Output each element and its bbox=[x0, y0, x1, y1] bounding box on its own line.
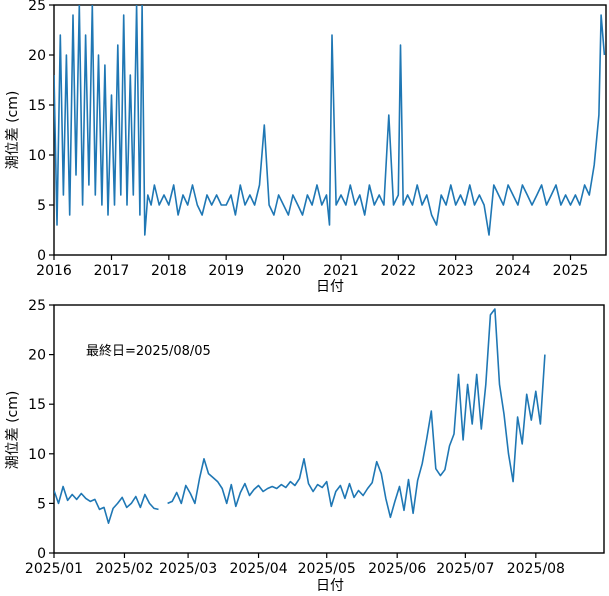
x-tick-label: 2023 bbox=[438, 263, 474, 279]
series-line bbox=[54, 485, 159, 524]
y-tick-label: 5 bbox=[37, 198, 46, 214]
y-tick-label: 15 bbox=[28, 397, 46, 413]
x-tick-label: 2025/02 bbox=[95, 561, 153, 577]
x-tick-label: 2025/01 bbox=[25, 561, 83, 577]
x-tick-label: 2025/07 bbox=[436, 561, 494, 577]
x-tick-label: 2025/06 bbox=[368, 561, 426, 577]
x-tick-label: 2020 bbox=[266, 263, 302, 279]
bottom-y-axis: 0 5 10 15 20 25 bbox=[28, 298, 54, 562]
y-tick-label: 5 bbox=[37, 496, 46, 512]
x-tick-label: 2019 bbox=[208, 263, 244, 279]
x-tick-label: 2025/04 bbox=[229, 561, 287, 577]
top-x-axis-label: 日付 bbox=[316, 279, 344, 295]
bottom-y-axis-label: 潮位差 (cm) bbox=[5, 391, 21, 470]
last-date-annotation: 最終日=2025/08/05 bbox=[86, 343, 211, 359]
x-tick-label: 2017 bbox=[94, 263, 130, 279]
bottom-series bbox=[54, 308, 546, 524]
series-line bbox=[167, 308, 546, 519]
x-tick-label: 2025/05 bbox=[298, 561, 356, 577]
y-tick-label: 0 bbox=[37, 248, 46, 264]
top-series bbox=[54, 5, 606, 236]
y-tick-label: 20 bbox=[28, 348, 46, 364]
x-tick-label: 2021 bbox=[323, 263, 359, 279]
y-tick-label: 25 bbox=[28, 298, 46, 314]
x-tick-label: 2016 bbox=[36, 263, 72, 279]
top-plot-frame bbox=[53, 4, 607, 256]
x-tick-label: 2022 bbox=[381, 263, 417, 279]
x-tick-label: 2025 bbox=[553, 263, 589, 279]
bottom-plot-frame bbox=[53, 304, 605, 554]
top-y-axis-label: 潮位差 (cm) bbox=[5, 91, 21, 170]
y-tick-label: 20 bbox=[28, 48, 46, 64]
y-tick-label: 15 bbox=[28, 98, 46, 114]
bottom-x-axis: 2025/01 2025/02 2025/03 2025/04 2025/05 2025/… bbox=[25, 553, 565, 577]
top-y-axis: 0 5 10 15 20 25 bbox=[28, 0, 54, 264]
y-tick-label: 10 bbox=[28, 447, 46, 463]
y-tick-label: 0 bbox=[37, 546, 46, 562]
x-tick-label: 2025/08 bbox=[507, 561, 565, 577]
series-line bbox=[54, 5, 606, 236]
bottom-x-axis-label: 日付 bbox=[316, 578, 344, 594]
x-tick-label: 2018 bbox=[151, 263, 187, 279]
x-tick-label: 2025/03 bbox=[159, 561, 217, 577]
top-x-axis: 2016 2017 2018 2019 2020 2021 2022 2023 2024 2025 bbox=[36, 255, 588, 279]
y-tick-label: 10 bbox=[28, 148, 46, 164]
y-tick-label: 25 bbox=[28, 0, 46, 14]
x-tick-label: 2024 bbox=[495, 263, 531, 279]
